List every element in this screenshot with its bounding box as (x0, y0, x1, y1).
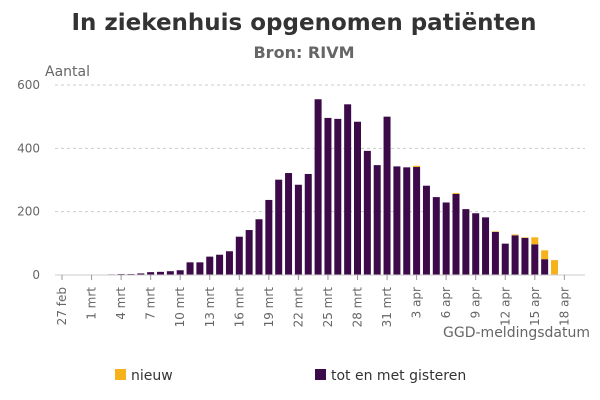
bar-tot-en-met-gisteren (176, 270, 184, 275)
bar-tot-en-met-gisteren (225, 251, 233, 275)
y-tick-label: 200 (17, 205, 40, 219)
bar-tot-en-met-gisteren (403, 167, 411, 275)
bar-tot-en-met-gisteren (304, 173, 312, 275)
x-tick-label: 31 mrt (380, 287, 394, 328)
bar-tot-en-met-gisteren (294, 184, 302, 275)
bar-nieuw (541, 250, 549, 260)
x-axis-label: GGD-meldingsdatum (443, 325, 590, 341)
x-tick-label: 27 feb (55, 287, 69, 325)
x-tick-label: 4 mrt (114, 287, 128, 320)
legend-swatch (115, 369, 126, 380)
chart-title: In ziekenhuis opgenomen patiënten (71, 10, 536, 36)
bar-tot-en-met-gisteren (541, 259, 549, 275)
bar-tot-en-met-gisteren (501, 243, 509, 275)
bar-tot-en-met-gisteren (275, 179, 283, 275)
bar-tot-en-met-gisteren (334, 118, 342, 275)
bar-tot-en-met-gisteren (245, 230, 253, 275)
bar-tot-en-met-gisteren (265, 199, 273, 275)
bar-nieuw (531, 237, 539, 245)
bar-tot-en-met-gisteren (344, 104, 352, 275)
x-tick-label: 3 apr (410, 287, 424, 318)
y-tick-label: 600 (17, 78, 40, 92)
bar-tot-en-met-gisteren (383, 116, 391, 276)
bar-nieuw (452, 192, 460, 194)
x-tick-label: 22 mrt (291, 287, 305, 328)
bar-tot-en-met-gisteren (186, 262, 194, 275)
bar-tot-en-met-gisteren (206, 256, 214, 275)
bar-tot-en-met-gisteren (314, 99, 322, 275)
bar-tot-en-met-gisteren (196, 262, 204, 275)
x-tick-label: 7 mrt (144, 287, 158, 320)
bars (58, 99, 558, 276)
bar-tot-en-met-gisteren (511, 235, 519, 275)
bar-tot-en-met-gisteren (442, 202, 450, 275)
y-axis-ticks: 0 200 400 600 (17, 78, 40, 282)
x-tick-label: 1 mrt (85, 287, 99, 320)
bar-tot-en-met-gisteren (531, 244, 539, 275)
bar-tot-en-met-gisteren (491, 231, 499, 275)
y-axis-label: Aantal (45, 64, 90, 80)
x-tick-label: 9 apr (469, 287, 483, 318)
bar-nieuw (521, 237, 529, 238)
bar-tot-en-met-gisteren (324, 117, 332, 275)
legend: nieuw tot en met gisteren (115, 368, 466, 384)
x-tick-label: 19 mrt (262, 287, 276, 328)
bar-tot-en-met-gisteren (137, 273, 145, 275)
bar-tot-en-met-gisteren (354, 121, 361, 275)
y-tick-label: 400 (17, 141, 40, 155)
y-tick-label: 0 (32, 268, 40, 282)
bar-tot-en-met-gisteren (413, 167, 421, 275)
x-tick-label: 18 apr (557, 287, 571, 326)
legend-label: nieuw (131, 368, 173, 384)
bar-tot-en-met-gisteren (422, 185, 430, 275)
x-tick-label: 16 mrt (232, 287, 246, 328)
x-tick-label: 28 mrt (351, 287, 365, 328)
bar-tot-en-met-gisteren (147, 272, 155, 275)
bar-tot-en-met-gisteren (482, 217, 490, 275)
bar-tot-en-met-gisteren (393, 166, 401, 275)
bar-tot-en-met-gisteren (157, 271, 164, 275)
legend-swatch (315, 369, 326, 380)
chart-subtitle: Bron: RIVM (253, 43, 354, 62)
bar-tot-en-met-gisteren (472, 213, 480, 275)
x-tick-label: 15 apr (528, 287, 542, 326)
bar-tot-en-met-gisteren (432, 197, 440, 275)
x-tick-label: 25 mrt (321, 287, 335, 328)
bar-nieuw (551, 260, 558, 275)
bar-tot-en-met-gisteren (363, 150, 371, 275)
bar-tot-en-met-gisteren (235, 236, 243, 275)
bar-tot-en-met-gisteren (285, 173, 293, 275)
bar-tot-en-met-gisteren (521, 237, 529, 275)
bar-tot-en-met-gisteren (216, 254, 224, 275)
x-tick-label: 6 apr (439, 287, 453, 318)
bar-tot-en-met-gisteren (255, 219, 263, 275)
x-axis-ticks: 27 feb 1 mrt 4 mrt 7 mrt 10 mrt 13 mrt 16 mrt 1… (55, 275, 571, 327)
bar-tot-en-met-gisteren (462, 209, 470, 275)
bar-tot-en-met-gisteren (373, 165, 381, 275)
bar-nieuw (413, 165, 421, 168)
legend-label: tot en met gisteren (331, 368, 466, 384)
bar-tot-en-met-gisteren (452, 193, 460, 275)
bar-nieuw (491, 231, 499, 232)
x-tick-label: 10 mrt (173, 287, 187, 328)
x-tick-label: 12 apr (498, 287, 512, 326)
x-tick-label: 13 mrt (203, 287, 217, 328)
bar-tot-en-met-gisteren (166, 271, 174, 275)
bar-nieuw (511, 234, 519, 236)
